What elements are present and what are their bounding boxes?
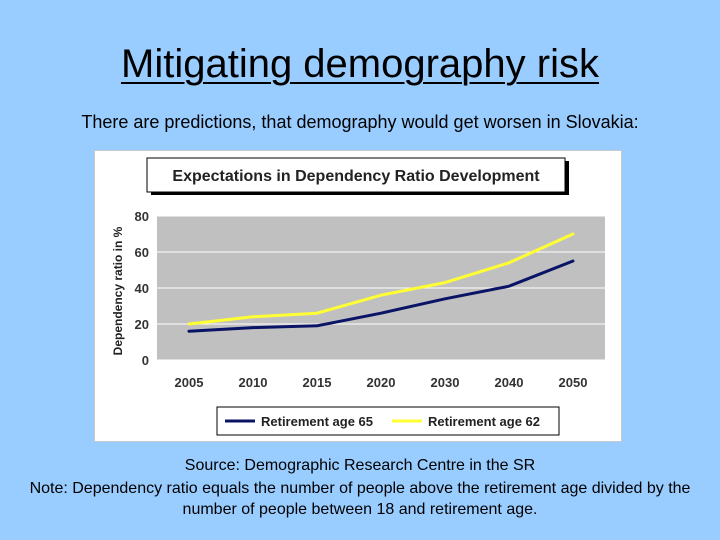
chart-title: Expectations in Dependency Ratio Develop… xyxy=(172,168,540,185)
x-tick-label: 2010 xyxy=(239,375,268,390)
x-tick-label: 2005 xyxy=(175,375,204,390)
legend-label-age-65: Retirement age 65 xyxy=(261,414,373,429)
y-tick-label: 0 xyxy=(142,353,149,368)
chart-frame: Expectations in Dependency Ratio Develop… xyxy=(94,150,622,442)
series-lines xyxy=(187,232,575,333)
y-tick-label: 60 xyxy=(135,245,149,260)
y-axis-label: Dependency ratio in % xyxy=(111,226,125,355)
x-tick-labels: 2005 2010 2015 2020 2030 2040 2050 xyxy=(175,375,588,390)
grid-lines xyxy=(157,215,605,361)
legend-label-age-62: Retirement age 62 xyxy=(428,414,540,429)
legend-box xyxy=(216,406,560,436)
slide-subtitle: There are predictions, that demography w… xyxy=(81,112,639,132)
chart-title-box xyxy=(146,157,566,193)
note-caption: Note: Dependency ratio equals the number… xyxy=(29,480,691,518)
slide-title: Mitigating demography risk xyxy=(121,42,599,86)
x-tick-label: 2050 xyxy=(559,375,588,390)
x-tick-label: 2040 xyxy=(495,375,524,390)
dependency-ratio-chart: Expectations in Dependency Ratio Develop… xyxy=(111,157,605,436)
series-line-age-62 xyxy=(187,232,575,326)
x-tick-label: 2030 xyxy=(431,375,460,390)
y-tick-label: 20 xyxy=(135,317,149,332)
y-tick-labels: 0 20 40 60 80 xyxy=(135,209,149,368)
source-caption: Source: Demographic Research Centre in t… xyxy=(184,457,536,474)
y-tick-label: 40 xyxy=(135,281,149,296)
series-line-age-65 xyxy=(187,259,575,333)
x-tick-label: 2020 xyxy=(367,375,396,390)
y-tick-label: 80 xyxy=(135,209,149,224)
x-tick-label: 2015 xyxy=(303,375,332,390)
